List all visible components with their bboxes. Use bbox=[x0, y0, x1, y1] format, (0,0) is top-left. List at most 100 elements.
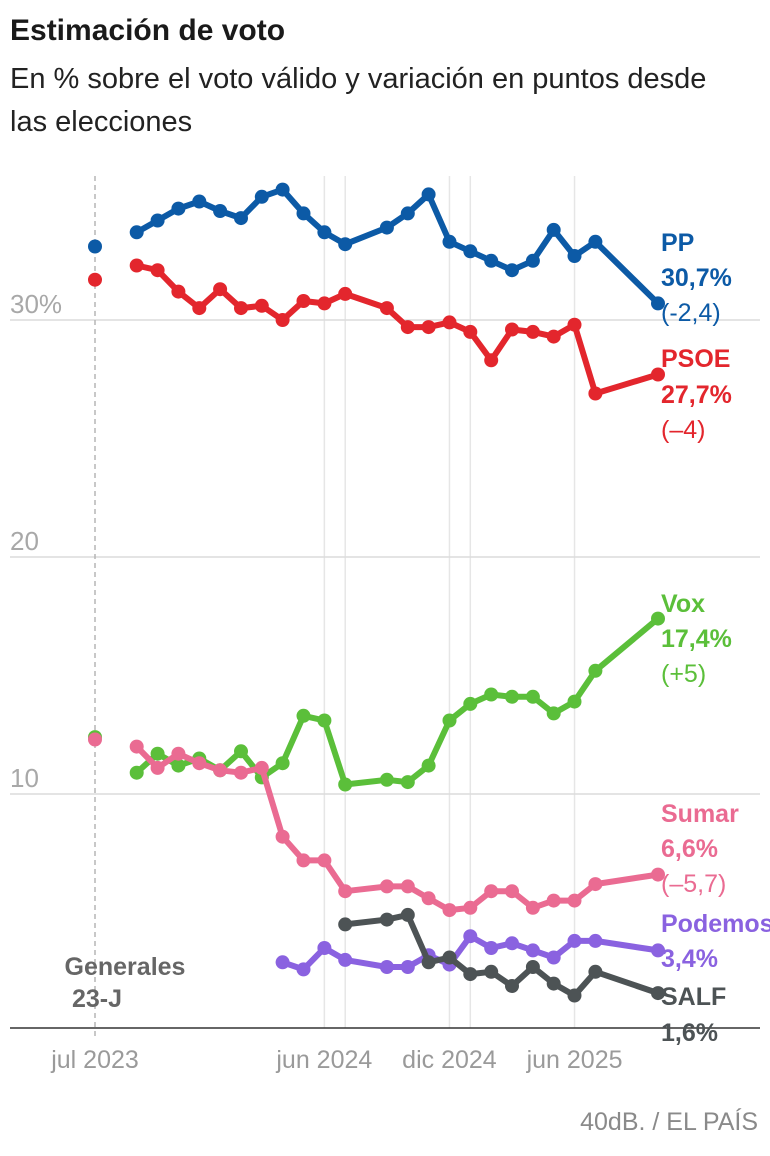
data-point-psoe bbox=[484, 353, 499, 368]
data-point-pp bbox=[505, 263, 519, 278]
data-point-salf bbox=[421, 955, 436, 970]
data-point-psoe bbox=[338, 286, 353, 301]
data-point-podemos bbox=[651, 943, 665, 958]
data-point-vox bbox=[171, 758, 186, 773]
data-point-podemos bbox=[317, 941, 332, 955]
data-point-psoe bbox=[192, 301, 207, 316]
data-point-vox bbox=[484, 687, 499, 702]
data-point-sumar bbox=[254, 760, 269, 775]
election-annotation-line: 23-J bbox=[72, 985, 122, 1013]
chart-title: Estimación de voto bbox=[10, 14, 286, 47]
y-tick-label: 30% bbox=[10, 289, 62, 319]
data-point-pp bbox=[296, 206, 311, 221]
data-point-pp bbox=[254, 189, 269, 204]
data-point-podemos bbox=[379, 960, 394, 974]
data-point-psoe bbox=[317, 296, 332, 311]
data-point-salf bbox=[400, 907, 415, 922]
election-point-psoe bbox=[88, 272, 102, 287]
data-point-pp bbox=[234, 211, 248, 226]
series-name-label: SALF bbox=[661, 983, 726, 1011]
source-credit: 40dB. / EL PAÍS bbox=[580, 1108, 758, 1136]
data-point-psoe bbox=[150, 263, 165, 278]
data-point-sumar bbox=[296, 853, 311, 868]
data-point-vox bbox=[525, 689, 540, 704]
data-point-pp bbox=[567, 249, 582, 263]
data-point-psoe bbox=[254, 298, 269, 313]
series-name-label: Podemos bbox=[661, 910, 770, 938]
data-point-sumar bbox=[379, 879, 394, 894]
series-value-label: 27,7% bbox=[661, 381, 732, 409]
data-point-podemos bbox=[525, 943, 540, 958]
data-point-pp bbox=[150, 213, 165, 228]
data-point-vox bbox=[338, 777, 353, 792]
data-point-sumar bbox=[442, 903, 457, 918]
data-point-podemos bbox=[546, 950, 561, 965]
data-point-sumar bbox=[338, 884, 353, 899]
data-point-vox bbox=[651, 611, 665, 626]
x-tick-label: jun 2025 bbox=[526, 1046, 623, 1074]
data-point-psoe bbox=[129, 258, 144, 273]
x-tick-label: dic 2024 bbox=[402, 1046, 497, 1074]
data-point-psoe bbox=[588, 386, 603, 401]
series-value-label: 17,4% bbox=[661, 625, 732, 653]
data-point-podemos bbox=[463, 929, 478, 944]
data-point-podemos bbox=[275, 955, 290, 970]
series-value-label: 30,7% bbox=[661, 264, 732, 292]
data-point-psoe bbox=[442, 315, 457, 330]
series-change-label: (–4) bbox=[661, 416, 705, 444]
data-point-pp bbox=[338, 237, 353, 252]
data-point-podemos bbox=[567, 933, 582, 948]
data-point-psoe bbox=[651, 367, 665, 382]
data-point-sumar bbox=[400, 879, 415, 894]
series-line-salf bbox=[342, 911, 661, 999]
data-point-vox bbox=[421, 758, 436, 773]
data-point-vox bbox=[296, 708, 311, 723]
data-point-sumar bbox=[525, 900, 540, 915]
data-point-pp bbox=[129, 225, 144, 240]
data-point-podemos bbox=[296, 962, 311, 977]
data-point-vox bbox=[463, 696, 478, 711]
data-point-sumar bbox=[546, 893, 561, 908]
data-point-psoe bbox=[505, 322, 519, 337]
data-point-salf bbox=[525, 960, 540, 974]
election-annotation-line: Generales bbox=[65, 953, 186, 981]
data-point-sumar bbox=[171, 746, 186, 761]
data-point-pp bbox=[171, 201, 186, 216]
data-point-sumar bbox=[421, 891, 436, 906]
data-point-sumar bbox=[567, 893, 582, 908]
y-tick-label: 20 bbox=[10, 526, 39, 556]
election-point-sumar bbox=[88, 732, 102, 747]
data-point-pp bbox=[546, 222, 561, 237]
data-point-psoe bbox=[463, 324, 478, 339]
data-point-podemos bbox=[400, 960, 415, 974]
data-point-psoe bbox=[546, 329, 561, 344]
data-point-sumar bbox=[463, 900, 478, 915]
data-point-psoe bbox=[400, 320, 415, 335]
data-point-pp bbox=[400, 206, 415, 221]
data-point-psoe bbox=[171, 284, 186, 299]
series-line-podemos bbox=[279, 933, 661, 973]
data-point-pp bbox=[421, 187, 436, 202]
data-point-salf bbox=[463, 967, 478, 982]
data-point-salf bbox=[546, 976, 561, 991]
data-point-pp bbox=[275, 182, 290, 197]
data-point-salf bbox=[567, 988, 582, 1003]
x-tick-label: jun 2024 bbox=[275, 1046, 372, 1074]
data-point-sumar bbox=[505, 884, 519, 899]
data-point-vox bbox=[567, 694, 582, 709]
data-point-pp bbox=[463, 244, 478, 259]
data-point-psoe bbox=[421, 320, 436, 335]
election-point-pp bbox=[88, 239, 102, 254]
data-point-pp bbox=[525, 253, 540, 268]
data-point-vox bbox=[150, 746, 165, 761]
data-point-vox bbox=[588, 663, 603, 678]
series-name-label: PP bbox=[661, 229, 694, 257]
data-point-sumar bbox=[651, 867, 665, 882]
data-point-pp bbox=[192, 194, 207, 209]
data-point-sumar bbox=[275, 829, 290, 844]
chart-subtitle: En % sobre el voto válido y variación en… bbox=[10, 63, 707, 138]
data-point-pp bbox=[317, 225, 332, 240]
data-point-sumar bbox=[192, 756, 207, 771]
data-point-psoe bbox=[379, 301, 394, 316]
data-point-psoe bbox=[234, 301, 248, 316]
